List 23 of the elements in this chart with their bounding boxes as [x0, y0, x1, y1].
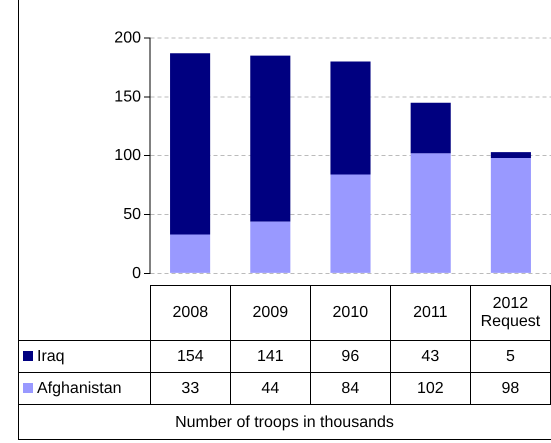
data-label: 102 — [390, 372, 470, 404]
data-label: 43 — [390, 340, 470, 372]
data-label: 98 — [470, 372, 550, 404]
y-tick-label: 100 — [114, 147, 142, 164]
x-tick-label: 2012 Request — [470, 286, 550, 340]
y-tick-label: 200 — [114, 29, 142, 46]
x-tick-label: 2011 — [390, 286, 470, 340]
data-label: 154 — [150, 340, 230, 372]
y-tick-label: 0 — [132, 264, 142, 282]
data-label: 5 — [470, 340, 550, 372]
data-label: 141 — [230, 340, 310, 372]
y-tick-label: 150 — [114, 88, 142, 106]
data-label: 84 — [310, 372, 390, 404]
legend-label: Iraq — [18, 340, 150, 372]
data-label: 33 — [150, 372, 230, 404]
data-label: 96 — [310, 340, 390, 372]
x-tick-label: 2010 — [310, 286, 390, 340]
x-tick-label: 2008 — [150, 286, 230, 340]
legend-label: Afghanistan — [18, 372, 150, 404]
data-label: 44 — [230, 372, 310, 404]
x-tick-label: 2009 — [230, 286, 310, 340]
y-tick-label: 50 — [123, 206, 142, 223]
text: Number of troops in thousands — [174, 414, 395, 432]
